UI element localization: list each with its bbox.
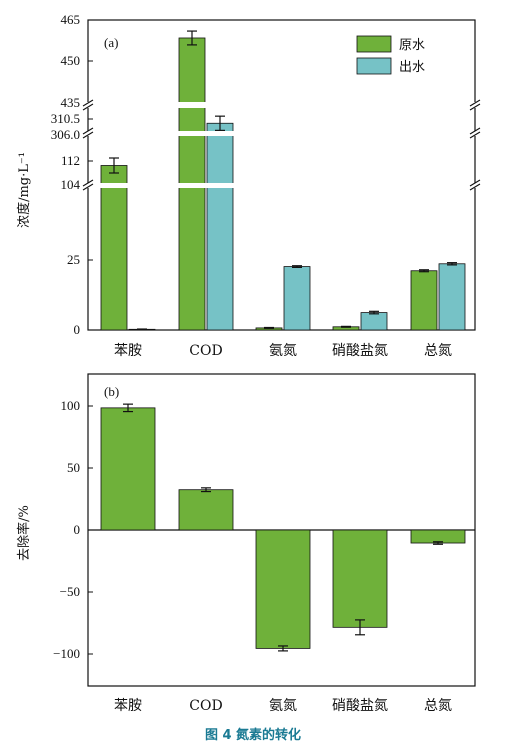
errorbar-out-nitrate: [369, 310, 379, 315]
legend-swatch-raw: [356, 35, 392, 53]
y-tick-310-5: 310.5: [51, 111, 80, 126]
errorbar-raw-total-n: [419, 269, 429, 273]
legend-swatch-out: [356, 57, 392, 75]
b-y-tick-minus-50: −50: [60, 584, 80, 599]
removal-errorbar-ammonia: [278, 645, 288, 652]
bar-out-ammonia: [283, 266, 311, 331]
b-y-tick-0: 0: [74, 522, 81, 537]
panel-a-label: (a): [104, 35, 118, 50]
errorbar-raw-nitrate: [341, 325, 351, 328]
panel-b-label: (b): [104, 384, 119, 399]
errorbar-raw-cod: [187, 30, 197, 46]
caption-title: 氮素的转化: [236, 728, 302, 743]
panel-b-y-axis-label: 去除率/%: [16, 505, 32, 561]
a-x-label-cod: COD: [189, 343, 222, 359]
b-y-tick-50: 50: [67, 460, 80, 475]
removal-bar-total-n: [410, 529, 466, 544]
bar-raw-aniline: [100, 165, 128, 331]
removal-bar-cod: [178, 489, 234, 531]
removal-errorbar-nitrate: [355, 619, 365, 636]
legend-label-out: 出水: [399, 60, 425, 75]
b-y-tick-100: 100: [61, 398, 81, 413]
bar-out-cod: [206, 122, 234, 331]
removal-bar-nitrate: [332, 529, 388, 628]
panel-a-y-axis-label: 浓度/mg·L⁻¹: [16, 152, 32, 228]
panel-a-y-ticks: 465 450 435 310.5 306.0 112 104 25 0: [51, 12, 93, 337]
y-tick-465: 465: [61, 12, 81, 27]
errorbar-raw-ammonia: [264, 326, 274, 329]
a-x-label-aniline: 苯胺: [114, 342, 142, 359]
y-tick-104: 104: [61, 177, 81, 192]
y-tick-435: 435: [61, 95, 81, 110]
a-x-label-total-n: 总氮: [424, 343, 452, 359]
panel-b-bars: [100, 403, 466, 652]
bar-raw-total-n: [410, 270, 438, 331]
b-x-label-aniline: 苯胺: [114, 697, 142, 714]
panel-a: (a) 浓度/mg·L⁻¹ 465 450 435 310.5 306.0 11…: [16, 12, 481, 359]
y-tick-306: 306.0: [51, 127, 80, 142]
removal-errorbar-cod: [201, 487, 211, 493]
b-y-tick-minus-100: −100: [53, 646, 80, 661]
caption-fig-number: 图 4: [204, 728, 232, 743]
bar-out-nitrate: [360, 312, 388, 331]
legend-label-raw: 原水: [399, 38, 425, 53]
b-x-label-nitrate: 硝酸盐氮: [332, 698, 388, 714]
y-tick-112: 112: [61, 153, 80, 168]
a-x-label-ammonia: 氨氮: [269, 343, 297, 359]
figure-4-chart: (a) 浓度/mg·L⁻¹ 465 450 435 310.5 306.0 11…: [16, 12, 481, 714]
removal-bar-ammonia: [255, 529, 311, 649]
y-tick-0: 0: [74, 322, 81, 337]
errorbar-out-cod: [215, 115, 225, 131]
panel-b-x-labels: 苯胺 COD 氨氮 硝酸盐氮 总氮: [114, 697, 452, 714]
removal-errorbar-aniline: [123, 403, 133, 413]
panel-b-y-ticks: 100 50 0 −50 −100: [53, 398, 93, 661]
legend: 原水 出水: [356, 35, 425, 75]
removal-errorbar-total-n: [433, 541, 443, 545]
b-x-label-ammonia: 氨氮: [269, 698, 297, 714]
panel-a-x-labels: 苯胺 COD 氨氮 硝酸盐氮 总氮: [114, 342, 452, 359]
b-x-label-total-n: 总氮: [424, 698, 452, 714]
panel-a-bars: [100, 30, 466, 331]
y-tick-25: 25: [67, 252, 80, 267]
bar-out-total-n: [438, 263, 466, 331]
removal-bar-aniline: [100, 407, 156, 531]
panel-b: (b) 去除率/% 100 50 0 −50 −100 苯胺 COD 氨氮 硝酸…: [16, 373, 476, 714]
a-x-label-nitrate: 硝酸盐氮: [332, 343, 388, 359]
errorbar-raw-aniline: [109, 157, 119, 174]
b-x-label-cod: COD: [189, 698, 222, 714]
axis-break-marks: [82, 99, 481, 191]
errorbar-out-ammonia: [292, 265, 302, 268]
axis-break-gaps: [80, 102, 480, 188]
y-tick-450: 450: [61, 53, 81, 68]
errorbar-out-aniline: [137, 328, 147, 331]
errorbar-out-total-n: [447, 262, 457, 266]
figure-caption: 图 4 氮素的转化: [0, 724, 506, 743]
